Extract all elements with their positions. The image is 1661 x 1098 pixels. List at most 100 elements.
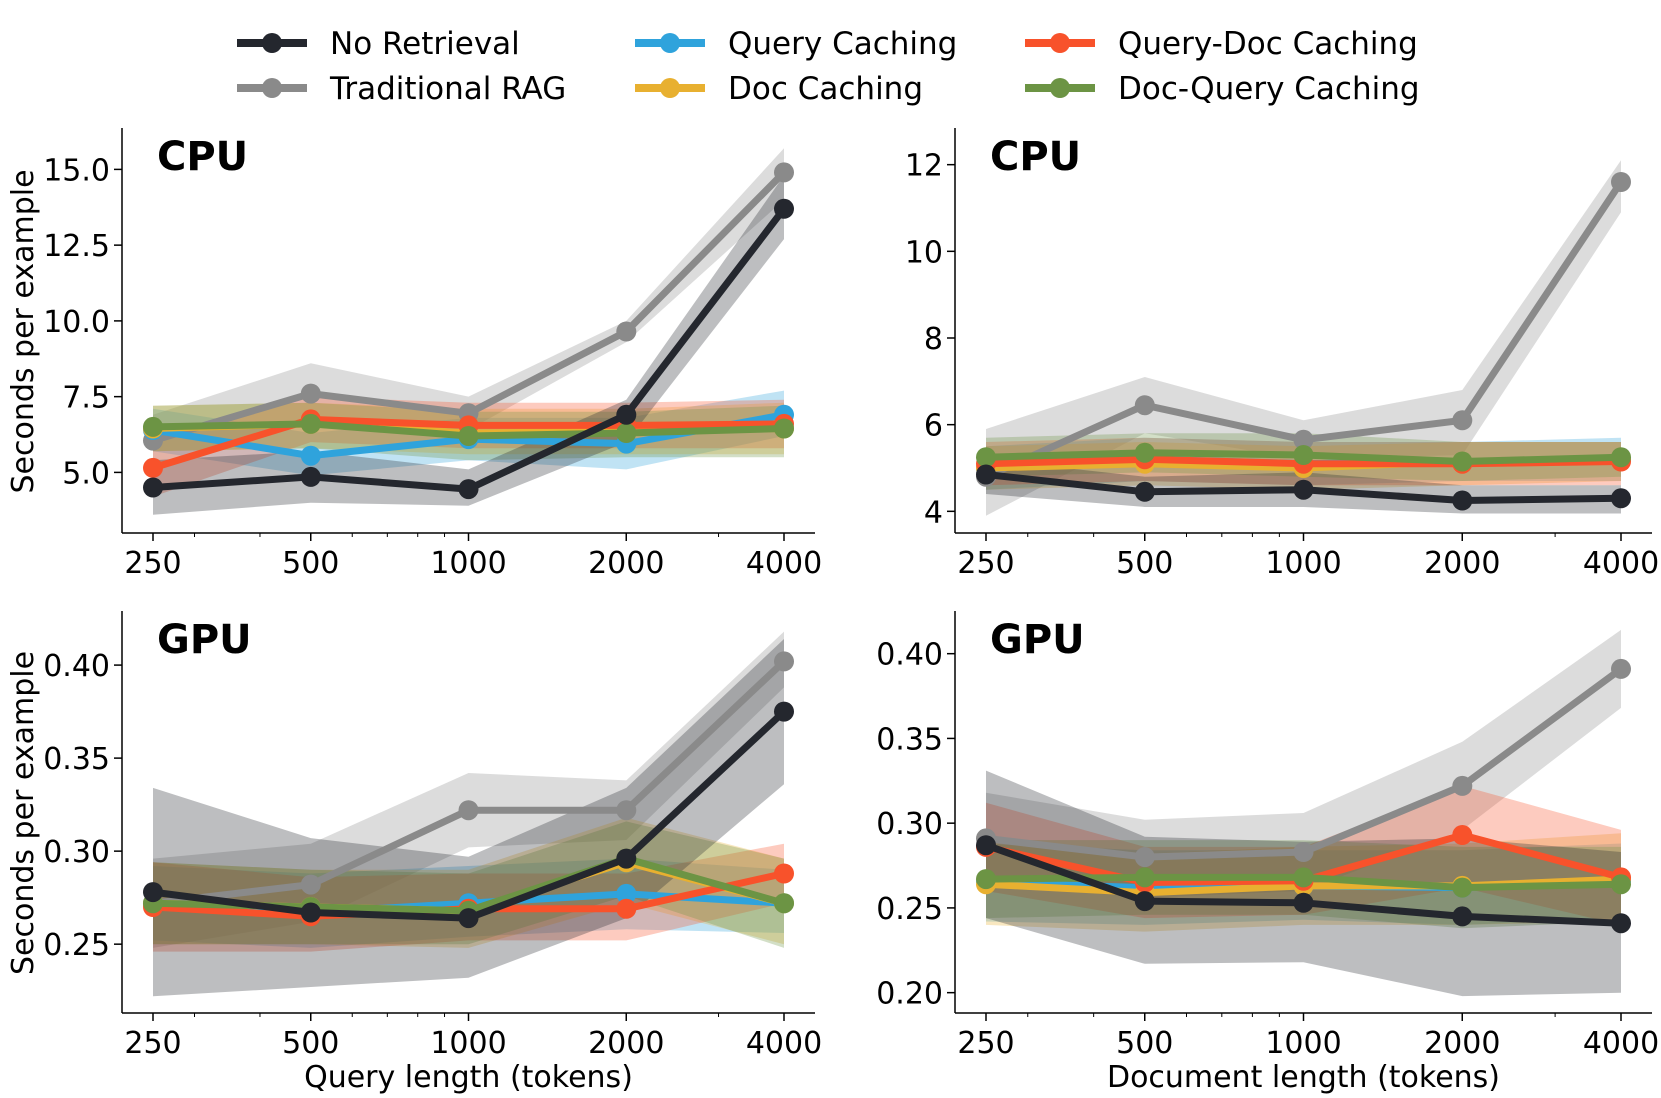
- data-point: [143, 416, 163, 437]
- data-point: [774, 651, 794, 672]
- data-point: [458, 908, 479, 929]
- x-tick-label: 1000: [1265, 546, 1341, 581]
- data-point: [1452, 906, 1473, 927]
- data-point: [1134, 867, 1155, 888]
- data-point: [300, 383, 321, 404]
- y-tick-label: 0.35: [43, 742, 110, 777]
- panel-bottom-right: 0.20 0.25 0.30 0.35 0.40 250 500 1000 2000 4000 GP…: [876, 611, 1659, 1095]
- data-point: [300, 466, 321, 487]
- data-point: [774, 701, 794, 722]
- x-tick-label: 250: [124, 546, 181, 581]
- y-tick-label: 0.40: [876, 638, 943, 673]
- band-traditional-rag: [153, 631, 784, 948]
- data-point: [1611, 447, 1631, 468]
- data-point: [143, 457, 163, 478]
- data-point: [143, 477, 163, 498]
- data-point: [774, 198, 794, 219]
- data-point: [616, 848, 637, 869]
- series-doc-query-caching: [976, 867, 1631, 898]
- x-tick-label: 2000: [1424, 546, 1500, 581]
- legend: No Retrieval Traditional RAG Query Caching…: [237, 26, 1420, 107]
- data-point: [458, 426, 479, 446]
- data-point: [774, 893, 794, 914]
- y-tick-label: 15.0: [43, 153, 110, 188]
- legend-label: Doc-Query Caching: [1118, 71, 1420, 107]
- data-point: [616, 321, 637, 342]
- y-tick-label: 0.30: [876, 807, 943, 842]
- legend-label: Traditional RAG: [329, 71, 566, 107]
- panel-title: GPU: [990, 617, 1085, 663]
- data-point: [616, 800, 637, 821]
- x-tick-label: 2000: [1424, 1026, 1500, 1061]
- y-tick-label: 0.25: [43, 928, 110, 963]
- x-tick-label: 4000: [1583, 546, 1659, 581]
- x-tick-label: 500: [1116, 546, 1173, 581]
- legend-swatch-marker: [1050, 33, 1070, 53]
- y-axis-label: Seconds per example: [6, 651, 41, 975]
- x-tick-label: 4000: [746, 546, 822, 581]
- legend-label: Doc Caching: [728, 71, 923, 107]
- data-point: [976, 835, 996, 856]
- legend-swatch-marker: [660, 78, 680, 98]
- legend-swatch-marker: [262, 33, 282, 53]
- data-point: [1611, 658, 1631, 679]
- x-tick-label: 500: [282, 546, 339, 581]
- confidence-bands: [986, 629, 1621, 997]
- x-axis-label: Query length (tokens): [304, 1060, 633, 1094]
- legend-swatch-marker: [1050, 78, 1070, 98]
- x-axis-label: Document length (tokens): [1107, 1060, 1500, 1094]
- y-tick-label: 4: [924, 495, 943, 530]
- series-no-retrieval: [143, 701, 794, 929]
- legend-item-doc-query-caching: Doc-Query Caching: [1025, 71, 1420, 107]
- data-point: [976, 869, 996, 890]
- y-tick-label: 0.20: [876, 977, 943, 1012]
- panel-top-left: 5.0 7.5 10.0 12.5 15.0 250 500 1000 2000 4000 CPU S…: [6, 128, 822, 581]
- data-point: [1452, 490, 1473, 511]
- x-tick-label: 4000: [746, 1026, 822, 1061]
- y-tick-label: 0.25: [876, 892, 943, 927]
- data-point: [300, 445, 321, 466]
- y-tick-label: 0.30: [43, 835, 110, 870]
- data-point: [1293, 479, 1314, 500]
- band-traditional-rag: [986, 629, 1621, 898]
- data-point: [976, 464, 996, 485]
- data-point: [1452, 877, 1473, 898]
- y-tick-label: 8: [924, 322, 943, 357]
- y-tick-label: 10: [905, 235, 943, 270]
- legend-swatch-marker: [660, 33, 680, 53]
- panel-bottom-left: 0.25 0.30 0.35 0.40 250 500 1000 2000 4000 GPU Sec…: [6, 611, 822, 1095]
- data-point: [616, 883, 637, 904]
- data-point: [1452, 775, 1473, 796]
- legend-item-traditional-rag: Traditional RAG: [237, 71, 566, 107]
- x-tick-label: 250: [124, 1026, 181, 1061]
- series-doc-query-caching: [143, 413, 794, 446]
- data-point: [300, 874, 321, 895]
- y-tick-label: 10.0: [43, 305, 110, 340]
- data-point: [300, 902, 321, 923]
- series-no-retrieval: [143, 198, 794, 500]
- data-point: [774, 162, 794, 183]
- y-tick-label: 5.0: [62, 456, 110, 491]
- panel-top-right: 4 6 8 10 12 250 500 1000 2000 4000 CPU: [905, 128, 1659, 581]
- data-point: [1134, 442, 1155, 463]
- data-point: [1293, 842, 1314, 862]
- y-tick-label: 6: [924, 409, 943, 444]
- data-point: [1452, 451, 1473, 472]
- legend-item-doc-caching: Doc Caching: [635, 71, 923, 107]
- legend-label: No Retrieval: [330, 26, 520, 62]
- legend-item-query-caching: Query Caching: [635, 26, 957, 62]
- legend-swatch-marker: [262, 78, 282, 98]
- panel-title: CPU: [157, 134, 248, 180]
- data-point: [458, 479, 479, 500]
- data-point: [1293, 445, 1314, 465]
- y-tick-label: 0.35: [876, 722, 943, 757]
- data-point: [1134, 847, 1155, 868]
- data-point: [616, 423, 637, 443]
- panels: 5.0 7.5 10.0 12.5 15.0 250 500 1000 2000 4000 CPU S…: [6, 128, 1659, 1095]
- data-point: [616, 404, 637, 425]
- band-no-retrieval: [153, 175, 784, 515]
- y-tick-label: 12.5: [43, 229, 110, 264]
- data-point: [1134, 481, 1155, 502]
